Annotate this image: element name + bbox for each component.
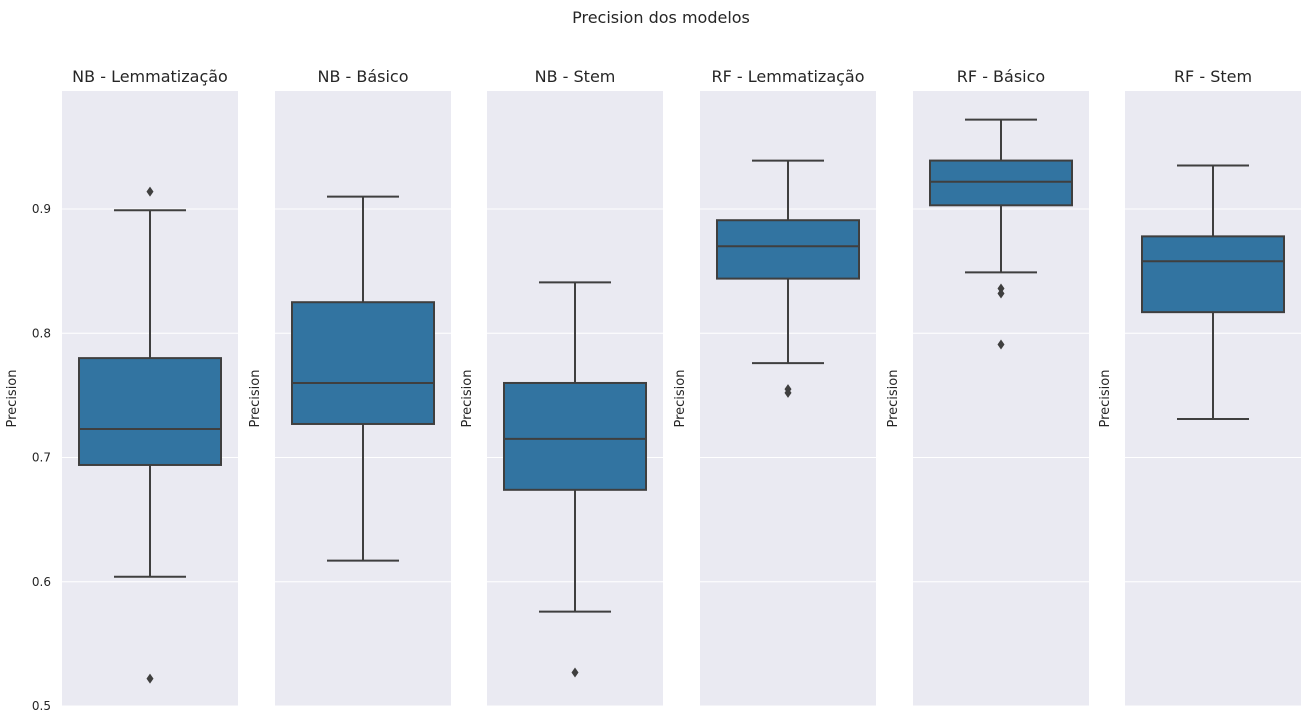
panel: NB - Básico Precision bbox=[248, 67, 451, 707]
outlier-point bbox=[146, 186, 154, 197]
panel-title: RF - Stem bbox=[1174, 67, 1252, 86]
y-axis-label: Precision bbox=[1098, 369, 1113, 427]
box bbox=[291, 301, 435, 425]
y-axis-label: Precision bbox=[5, 369, 20, 427]
box bbox=[1141, 235, 1285, 314]
panel: RF - Básico Precision bbox=[886, 67, 1089, 707]
panel: NB - Lemmatização Precision 0.5 0.6 0.7 0.8 0.… bbox=[5, 67, 238, 713]
panel-title: RF - Básico bbox=[957, 67, 1045, 86]
panels-group: NB - Lemmatização Precision 0.5 0.6 0.7 0.8 0.… bbox=[5, 67, 1301, 713]
y-axis-label: Precision bbox=[673, 369, 688, 427]
box bbox=[716, 219, 860, 280]
panel: NB - Stem Precision bbox=[460, 67, 663, 707]
box bbox=[503, 381, 647, 491]
box bbox=[78, 357, 222, 466]
y-tick-label: 0.6 bbox=[32, 575, 51, 589]
panel: RF - Lemmatização Precision bbox=[673, 67, 876, 707]
panel-title: RF - Lemmatização bbox=[711, 67, 864, 86]
outlier-point bbox=[571, 667, 579, 678]
figure-title: Precision dos modelos bbox=[572, 8, 750, 27]
outlier-point bbox=[146, 673, 154, 684]
y-axis-label: Precision bbox=[248, 369, 263, 427]
y-tick-label: 0.8 bbox=[32, 326, 51, 340]
outlier-point bbox=[997, 339, 1005, 350]
panel-title: NB - Lemmatização bbox=[72, 67, 228, 86]
panel-title: NB - Stem bbox=[535, 67, 616, 86]
panel-title: NB - Básico bbox=[317, 67, 408, 86]
y-tick-label: 0.7 bbox=[32, 451, 51, 465]
panel: RF - Stem Precision bbox=[1098, 67, 1301, 707]
outlier-point bbox=[997, 288, 1005, 299]
y-tick-label: 0.9 bbox=[32, 202, 51, 216]
y-tick-label: 0.5 bbox=[32, 699, 51, 713]
y-axis-label: Precision bbox=[460, 369, 475, 427]
outlier-point bbox=[784, 387, 792, 398]
y-axis-label: Precision bbox=[886, 369, 901, 427]
box bbox=[929, 159, 1073, 207]
